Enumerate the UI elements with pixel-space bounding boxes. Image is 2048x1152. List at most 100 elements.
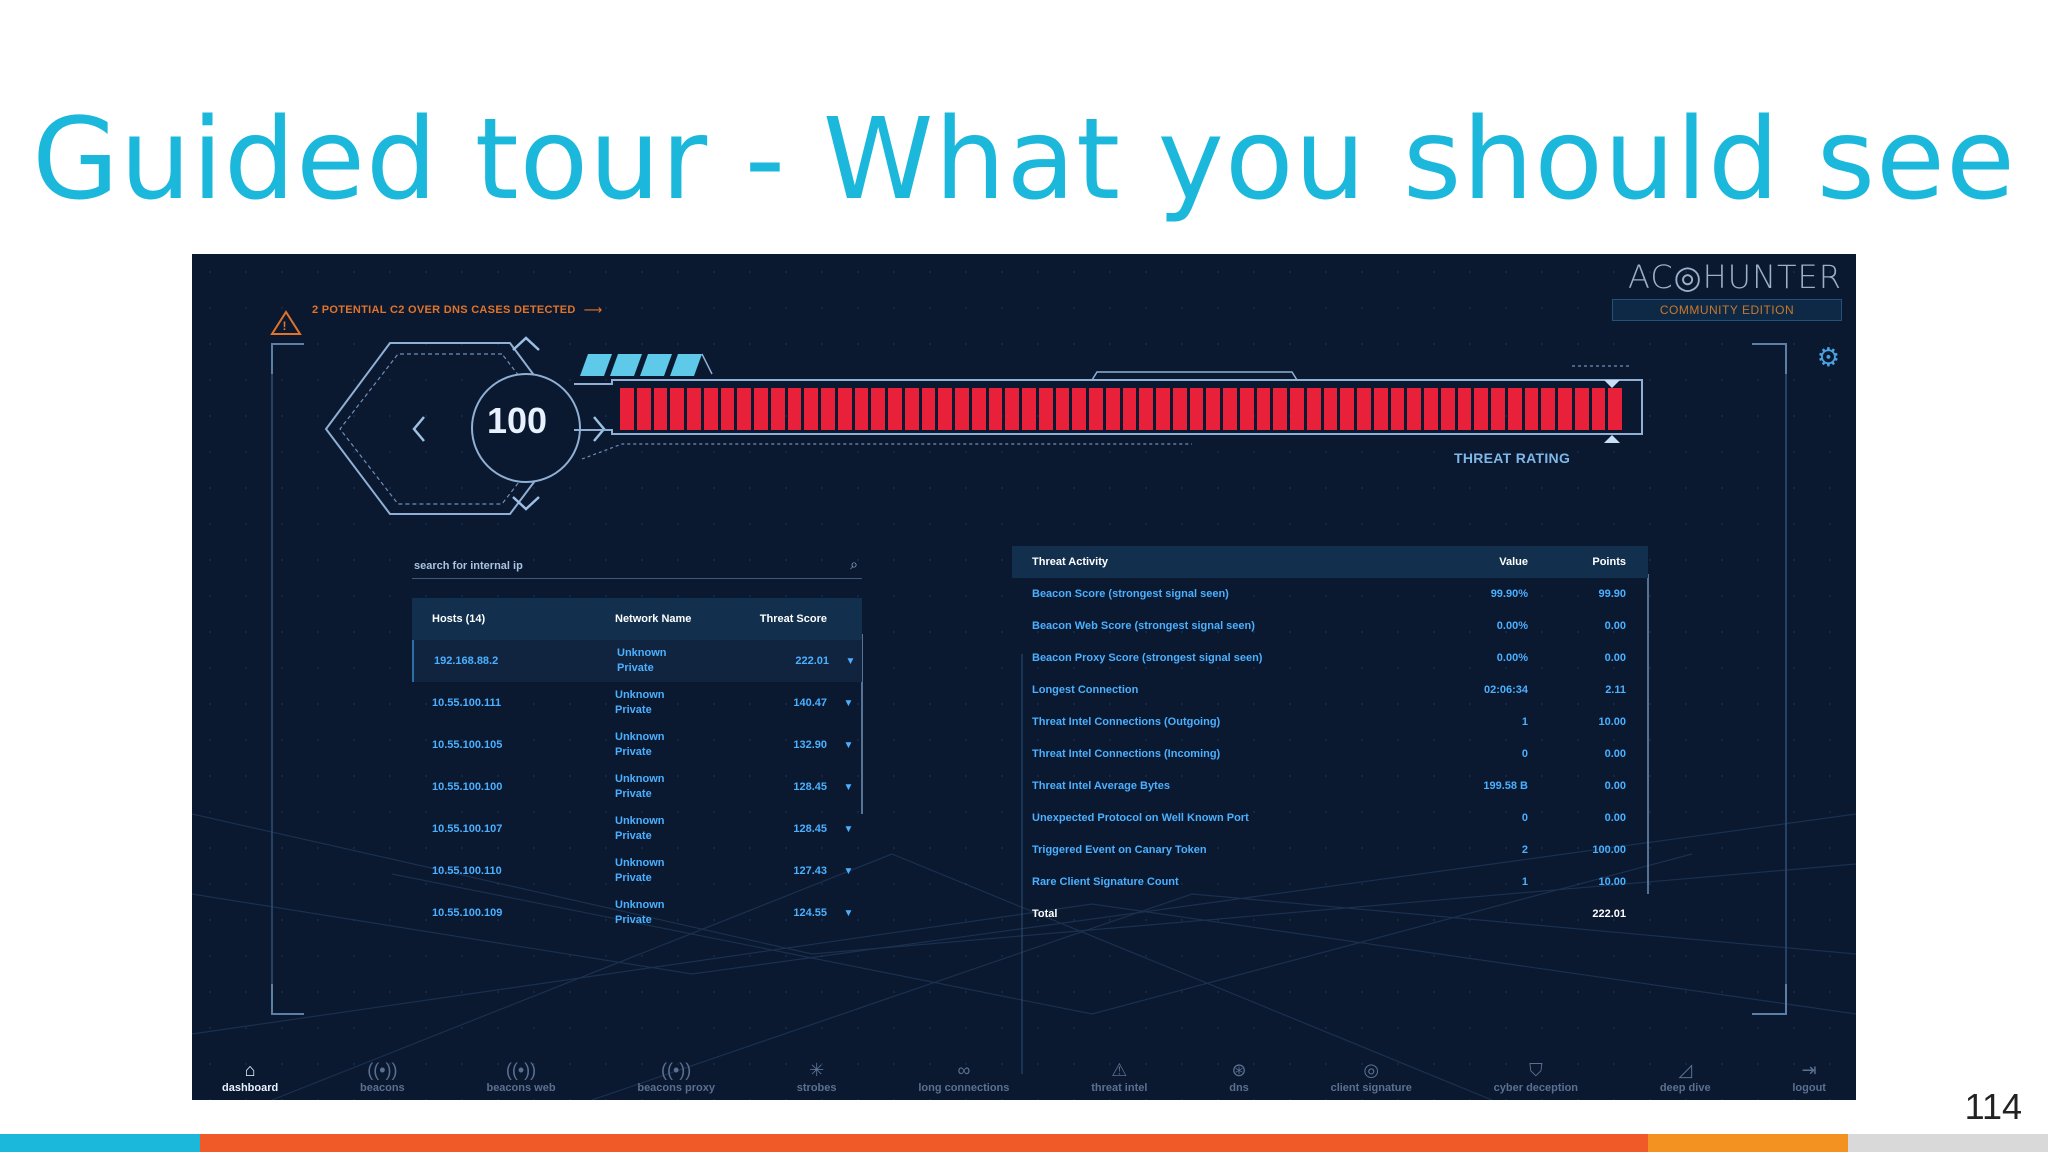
threat-activity-table: Threat Activity Value Points Beacon Scor…: [1012, 546, 1648, 930]
meter-segment: [854, 388, 869, 430]
host-row[interactable]: 192.168.88.2 Unknown Private 222.01 ▼: [412, 640, 862, 682]
meter-segment: [1072, 388, 1086, 430]
search-icon[interactable]: ⌕: [850, 556, 858, 572]
meter-segment: [1206, 388, 1220, 430]
meter-segment: [1574, 388, 1589, 430]
nav-label: dns: [1229, 1082, 1249, 1094]
host-ip[interactable]: 10.55.100.107: [432, 823, 503, 835]
column-header-value: Value: [1499, 556, 1528, 568]
meter-segment: [737, 388, 751, 430]
nav-item-long-connections[interactable]: ∞ long connections: [918, 1060, 1009, 1094]
filter-icon[interactable]: ▼: [843, 697, 854, 709]
meter-segment: [1407, 388, 1421, 430]
host-ip[interactable]: 10.55.100.100: [432, 781, 503, 793]
threat-rating-label: THREAT RATING: [1454, 450, 1571, 466]
threat-points: 0.00: [1604, 620, 1626, 632]
nav-item-beacons-proxy[interactable]: ((•)) beacons proxy: [637, 1060, 715, 1094]
column-header-hosts[interactable]: Hosts (14): [432, 613, 486, 625]
threat-activity: Triggered Event on Canary Token: [1032, 844, 1207, 856]
footer-color-segment: [200, 1134, 1648, 1152]
host-ip[interactable]: 192.168.88.2: [434, 655, 499, 667]
hosts-table-header: Hosts (14) Network Name Threat Score: [412, 598, 862, 640]
ac-hunter-logo: AC◎HUNTER COMMUNITY EDITION: [1612, 258, 1842, 321]
gear-icon[interactable]: ⚙: [1816, 342, 1840, 372]
nav-item-beacons[interactable]: ((•)) beacons: [360, 1060, 405, 1094]
dashboard-icon: ⌂: [244, 1060, 256, 1080]
threat-points: 0.00: [1604, 748, 1626, 760]
nav-label: beacons: [360, 1082, 405, 1094]
hosts-table-body: 192.168.88.2 Unknown Private 222.01 ▼ 10.5…: [412, 640, 862, 934]
host-row[interactable]: 10.55.100.110 Unknown Private 127.43 ▼: [412, 850, 862, 892]
alert-text: 2 POTENTIAL C2 OVER DNS CASES DETECTED: [312, 304, 576, 316]
nav-item-strobes[interactable]: ✳ strobes: [797, 1060, 837, 1094]
meter-segment: [1306, 388, 1321, 430]
meter-segment: [1105, 388, 1120, 430]
threat-total-row: Total 222.01: [1012, 898, 1648, 930]
threat-value: 02:06:34: [1483, 684, 1528, 696]
long-connections-icon: ∞: [957, 1060, 971, 1080]
host-row[interactable]: 10.55.100.105 Unknown Private 132.90 ▼: [412, 724, 862, 766]
meter-segment: [1608, 388, 1622, 430]
nav-item-dns[interactable]: ⊛ dns: [1229, 1060, 1249, 1094]
nav-item-client-signature[interactable]: ◎ client signature: [1331, 1060, 1412, 1094]
nav-item-threat-intel[interactable]: ⚠ threat intel: [1091, 1060, 1147, 1094]
meter-segment: [888, 388, 902, 430]
host-ip[interactable]: 10.55.100.105: [432, 739, 503, 751]
filter-icon[interactable]: ▼: [843, 823, 854, 835]
host-network-name: Unknown Private: [615, 856, 731, 886]
threat-points: 0.00: [1604, 780, 1626, 792]
host-threat-score: 127.43: [793, 865, 827, 877]
meter-segment: [955, 388, 969, 430]
host-ip[interactable]: 10.55.100.109: [432, 907, 503, 919]
filter-icon[interactable]: ▼: [843, 781, 854, 793]
host-threat-score: 132.90: [793, 739, 827, 751]
network-line-1: Unknown: [615, 899, 665, 911]
meter-segment: [636, 388, 651, 430]
dns-alert-banner[interactable]: 2 POTENTIAL C2 OVER DNS CASES DETECTED ⟶: [312, 302, 602, 318]
column-header-threat-score[interactable]: Threat Score: [759, 613, 827, 625]
total-label: Total: [1032, 908, 1058, 920]
threat-activity: Beacon Proxy Score (strongest signal see…: [1032, 652, 1263, 664]
nav-item-logout[interactable]: ⇥ logout: [1792, 1060, 1826, 1094]
meter-segment: [703, 388, 718, 430]
hud-frame-decoration: !: [192, 310, 1856, 1100]
meter-segment: [1055, 388, 1070, 430]
meter-segment: [1440, 388, 1455, 430]
dns-icon: ⊛: [1231, 1060, 1247, 1080]
meter-segment: [1189, 388, 1204, 430]
host-ip[interactable]: 10.55.100.110: [432, 865, 502, 877]
network-line-1: Unknown: [615, 857, 665, 869]
filter-icon[interactable]: ▼: [843, 739, 854, 751]
threat-activity: Rare Client Signature Count: [1032, 876, 1179, 888]
nav-item-beacons-web[interactable]: ((•)) beacons web: [486, 1060, 555, 1094]
threat-row: Triggered Event on Canary Token 2 100.00: [1012, 834, 1648, 866]
host-network-name: Unknown Private: [615, 898, 731, 928]
threat-activity: Longest Connection: [1032, 684, 1139, 696]
filter-icon[interactable]: ▼: [843, 907, 854, 919]
meter-segment: [1491, 388, 1505, 430]
filter-icon[interactable]: ▼: [843, 865, 854, 877]
network-line-2: Private: [615, 788, 652, 800]
host-row[interactable]: 10.55.100.107 Unknown Private 128.45 ▼: [412, 808, 862, 850]
threat-rating-meter: [620, 388, 1622, 430]
beacons-icon: ((•)): [367, 1060, 398, 1080]
threat-value: 99.90%: [1490, 588, 1528, 600]
filter-icon[interactable]: ▼: [845, 655, 856, 667]
nav-item-deep-dive[interactable]: ◿ deep dive: [1660, 1060, 1711, 1094]
meter-segment: [804, 388, 818, 430]
host-row[interactable]: 10.55.100.109 Unknown Private 124.55 ▼: [412, 892, 862, 934]
host-row[interactable]: 10.55.100.100 Unknown Private 128.45 ▼: [412, 766, 862, 808]
host-threat-score: 128.45: [793, 823, 827, 835]
nav-item-dashboard[interactable]: ⌂ dashboard: [222, 1060, 278, 1094]
search-input[interactable]: [412, 554, 836, 578]
host-ip[interactable]: 10.55.100.111: [432, 697, 502, 709]
column-header-network-name[interactable]: Network Name: [615, 613, 692, 625]
threat-row: Beacon Web Score (strongest signal seen)…: [1012, 610, 1648, 642]
bottom-navigation: ⌂ dashboard ((•)) beacons ((•)) beacons we…: [192, 1060, 1856, 1094]
host-row[interactable]: 10.55.100.111 Unknown Private 140.47 ▼: [412, 682, 862, 724]
arrow-right-icon: ⟶: [583, 302, 603, 317]
nav-item-cyber-deception[interactable]: ⛉ cyber deception: [1494, 1060, 1578, 1094]
meter-segment: [1290, 388, 1304, 430]
threat-points: 10.00: [1598, 716, 1626, 728]
meter-segment: [653, 388, 668, 430]
